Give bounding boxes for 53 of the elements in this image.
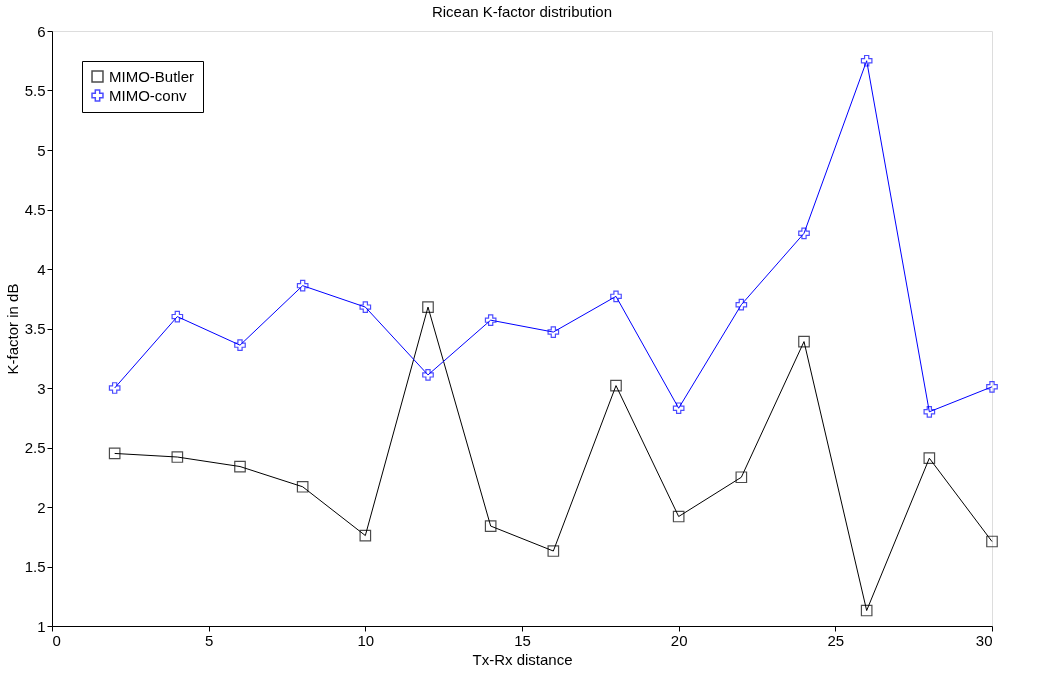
point [986,380,998,393]
y-tick-label: 2.5 [24,439,46,456]
x-tick-label: 25 [827,631,845,649]
point [296,480,309,493]
legend-label: MIMO-Butler [109,67,195,85]
point [923,405,936,418]
x-tick-label: 0 [52,631,61,649]
point [672,402,685,415]
x-tick-label: 30 [975,631,993,649]
y-axis-title: K-factor in dB [3,283,21,375]
chart-title: Ricean K-factor distribution [431,3,613,20]
point [735,471,748,484]
x-axis-title: Tx-Rx distance [472,650,573,668]
point [234,339,246,351]
x-tick-label: 20 [670,631,688,649]
point [547,326,560,338]
point [359,301,372,313]
point [547,545,560,557]
point [359,529,372,542]
y-tick-label: 3 [37,379,46,397]
point [108,382,121,394]
y-tick-label: 6 [37,22,46,40]
point [422,369,434,381]
point [610,379,622,392]
point [484,314,497,327]
y-tick-label: 5 [37,141,46,159]
point [860,604,873,617]
y-tick-label: 3.5 [24,320,46,337]
point [798,227,810,240]
point [296,279,309,292]
point [735,298,748,311]
y-tick-label: 5.5 [24,82,46,99]
y-tick-label: 4 [37,260,46,278]
legend-label: MIMO-conv [109,86,187,104]
point [798,335,810,348]
x-tick-label: 5 [204,631,214,649]
point [171,451,184,463]
y-tick-label: 2 [37,498,46,516]
y-tick-label: 4.5 [24,201,46,218]
x-tick-label: 10 [357,631,375,649]
point [610,290,622,303]
y-tick-label: 1 [37,617,46,635]
point [108,447,121,460]
point [171,310,184,323]
point [986,535,998,548]
point [422,301,434,313]
y-tick-label: 1.5 [24,558,46,575]
point [923,452,936,465]
point [234,460,246,473]
point [860,54,873,67]
x-tick-label: 15 [514,631,531,649]
point [672,510,685,523]
point [484,520,497,532]
